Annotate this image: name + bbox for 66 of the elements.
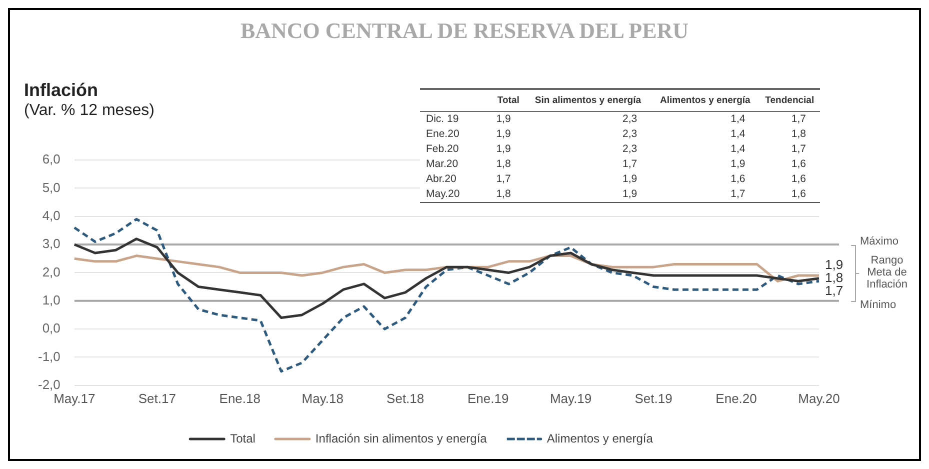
x-tick-label: Ene.20 — [716, 390, 757, 406]
text: 1,9 — [495, 112, 512, 127]
y-tick-label: 2,0 — [42, 264, 60, 280]
y-tick-label: -1,0 — [38, 348, 60, 364]
data-label: 1,7 — [825, 282, 844, 298]
text: 1,4 — [730, 127, 746, 142]
x-tick-label: Ene.19 — [467, 390, 509, 406]
chart-title: Inflación — [24, 80, 98, 101]
data-label: 1,8 — [825, 270, 844, 285]
text: Rango Meta de Inflación — [866, 254, 908, 291]
legend-label: Alimentos y energía — [546, 431, 654, 446]
annotation: 1,9 — [622, 172, 638, 187]
x-tick-label: May.17 — [54, 390, 96, 406]
text: BANCO CENTRAL DE RESERVA DEL PERU — [239, 18, 690, 44]
annotation: 1,9 — [730, 157, 746, 172]
chart-subtitle: (Var. % 12 meses) — [24, 102, 154, 120]
annotation: 1,6 — [790, 187, 807, 202]
y-tick-label: 3,0 — [42, 236, 60, 252]
annotation: 1,6 — [730, 172, 746, 187]
annotation: 1,6 — [790, 157, 807, 172]
y-tick-label: 6,0 — [42, 152, 60, 167]
text: 1,9 — [495, 142, 512, 157]
text: 2,3 — [622, 112, 638, 127]
legend-label: Total — [230, 431, 256, 446]
text: 1,8 — [790, 127, 807, 142]
text: Alimentos y energía — [659, 94, 752, 108]
text: Dic. 19 — [425, 112, 460, 127]
text: 2,3 — [622, 127, 638, 142]
text: Tendencial — [764, 94, 816, 108]
annotation: 1,7 — [622, 157, 638, 172]
annotation: May.20 — [425, 187, 461, 202]
x-tick-label: Set.18 — [386, 390, 424, 406]
y-tick-label: -2,0 — [38, 376, 60, 392]
annotation: 1,6 — [790, 172, 807, 187]
y-tick-label: 1,0 — [42, 292, 60, 308]
ref-line-label: Mínimo — [860, 298, 896, 311]
text: 2,3 — [622, 142, 638, 157]
legend-label: Inflación sin alimentos y energía — [315, 431, 488, 446]
text: 1,7 — [790, 142, 807, 157]
text: 1,4 — [730, 142, 746, 157]
x-tick-label: May.19 — [550, 390, 592, 406]
y-tick-label: 0,0 — [42, 320, 60, 336]
x-tick-label: May.20 — [798, 390, 840, 406]
line-series — [73, 218, 820, 373]
text: 1,7 — [790, 112, 807, 127]
x-tick-label: Set.17 — [138, 390, 176, 406]
x-tick-label: Set.19 — [634, 390, 672, 406]
annotation: 1,8 — [495, 187, 512, 202]
data-label: 1,9 — [825, 256, 844, 272]
y-tick-label: 4,0 — [42, 208, 60, 223]
annotation: 1,7 — [495, 172, 512, 187]
annotation: Abr.20 — [425, 172, 458, 187]
annotation: 1,7 — [730, 187, 746, 202]
annotation: Mar.20 — [425, 157, 460, 172]
annotation: 1,9 — [622, 187, 638, 202]
y-tick-label: 5,0 — [42, 180, 60, 195]
x-tick-label: May.18 — [302, 390, 344, 406]
annotation: 1,8 — [495, 157, 512, 172]
text: Ene.20 — [425, 127, 460, 142]
text: 1,9 — [495, 127, 512, 142]
text: Total — [496, 94, 520, 108]
text: Sin alimentos y energía — [534, 94, 642, 108]
x-tick-label: Ene.18 — [219, 390, 260, 406]
text: 1,4 — [730, 112, 746, 127]
text: Feb.20 — [425, 142, 460, 157]
ref-line-label: Máximo — [860, 236, 899, 248]
